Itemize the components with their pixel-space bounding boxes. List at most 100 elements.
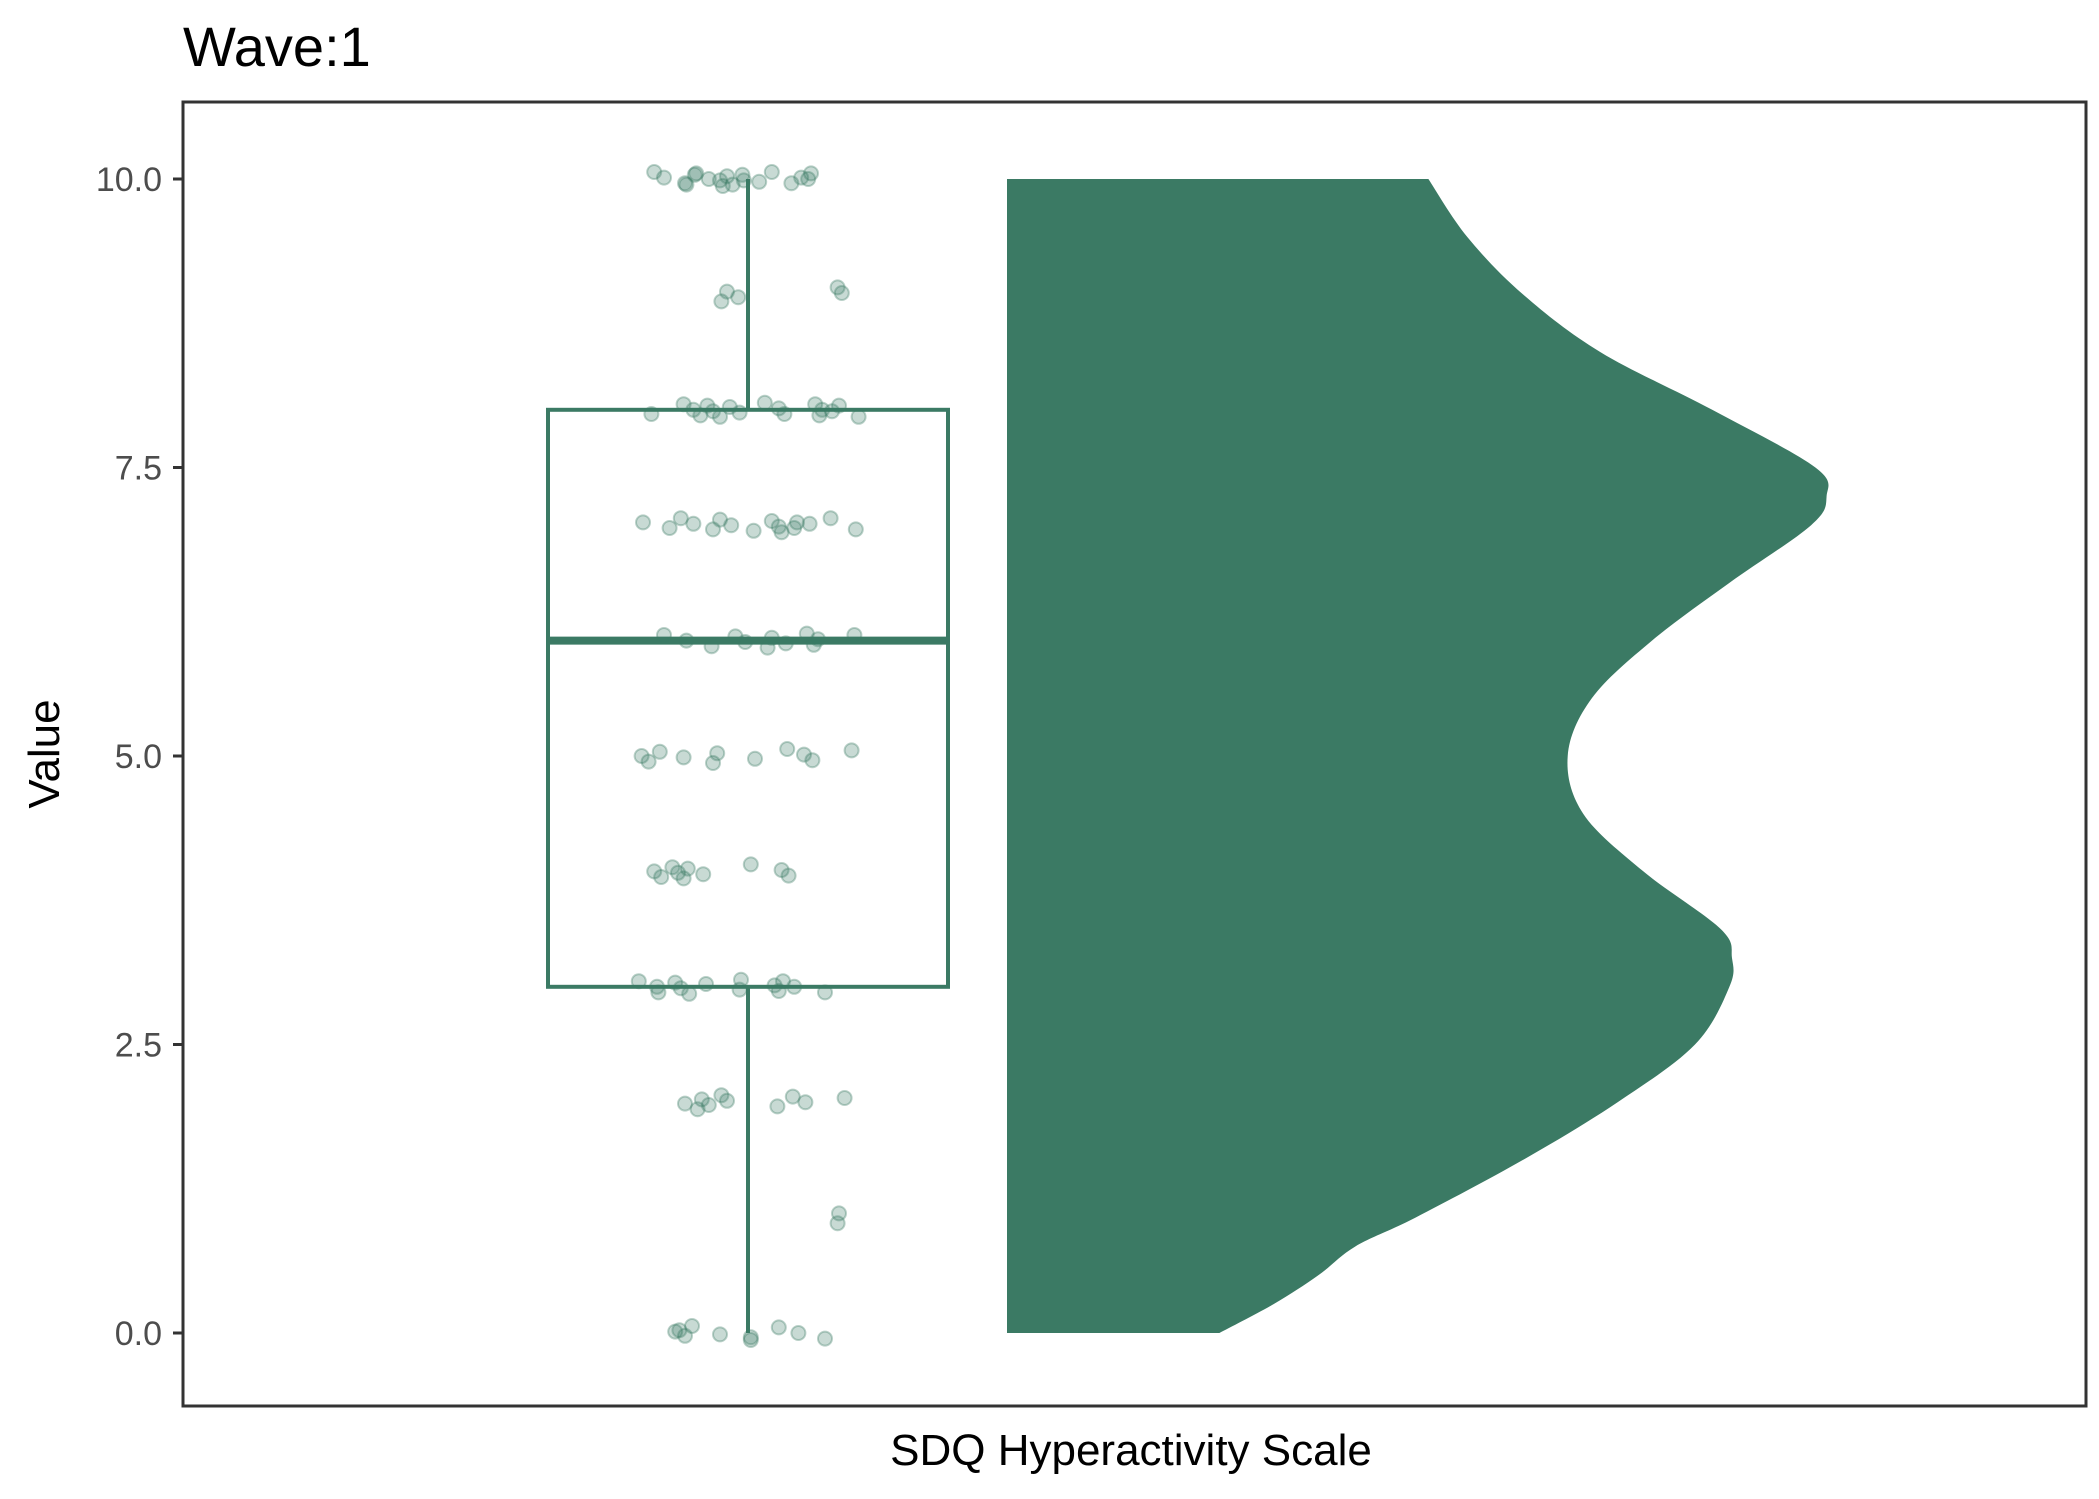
data-point xyxy=(770,983,787,999)
data-point xyxy=(742,856,759,873)
data-point xyxy=(698,976,714,992)
data-point xyxy=(822,510,839,527)
data-point xyxy=(790,1325,807,1341)
data-point xyxy=(734,166,751,183)
data-point xyxy=(656,169,672,186)
data-point xyxy=(796,746,812,763)
y-tick-label: 7.5 xyxy=(115,450,162,488)
data-point xyxy=(786,520,803,536)
data-point xyxy=(693,1091,710,1108)
data-point xyxy=(672,510,689,527)
data-point xyxy=(685,515,702,532)
data-point xyxy=(661,520,678,536)
data-point xyxy=(784,1088,801,1105)
y-axis-title: Value xyxy=(20,699,69,808)
data-point xyxy=(677,1095,693,1112)
data-point xyxy=(811,407,828,424)
data-point xyxy=(756,394,773,411)
data-point xyxy=(769,1098,786,1115)
data-point xyxy=(677,1327,693,1344)
data-point xyxy=(630,973,647,990)
data-point xyxy=(712,408,728,425)
data-point xyxy=(775,973,791,990)
data-point xyxy=(723,517,740,534)
data-point xyxy=(650,984,667,1001)
data-point xyxy=(763,164,780,180)
data-point xyxy=(797,1094,814,1111)
data-point xyxy=(798,625,815,642)
data-point xyxy=(724,176,741,193)
data-point xyxy=(643,406,660,422)
data-point xyxy=(793,169,810,186)
data-point xyxy=(688,165,705,182)
data-point xyxy=(817,1330,833,1347)
data-point xyxy=(833,285,850,301)
data-point xyxy=(671,1322,688,1339)
data-point xyxy=(678,176,695,193)
data-point xyxy=(817,984,833,1001)
data-point xyxy=(824,403,840,420)
data-point xyxy=(843,742,860,759)
data-point xyxy=(640,753,657,770)
x-axis-title: SDQ Hyperactivity Scale xyxy=(890,1426,1372,1475)
data-point xyxy=(773,862,790,878)
data-point xyxy=(727,628,744,645)
y-tick-label: 2.5 xyxy=(115,1027,162,1065)
data-point xyxy=(803,165,819,182)
data-point xyxy=(700,1097,717,1113)
data-point xyxy=(689,1101,706,1118)
data-point xyxy=(699,397,716,414)
data-point xyxy=(692,407,709,424)
data-point xyxy=(686,166,703,183)
data-point xyxy=(847,521,864,538)
data-point xyxy=(846,627,863,643)
data-point xyxy=(721,399,738,415)
data-point xyxy=(776,406,793,422)
data-point xyxy=(745,522,762,539)
data-point xyxy=(836,1090,853,1106)
data-point xyxy=(779,741,796,757)
data-point xyxy=(703,638,720,655)
data-point xyxy=(770,400,787,417)
data-point xyxy=(705,755,721,771)
data-point xyxy=(829,1215,846,1232)
data-point xyxy=(731,981,748,998)
data-point xyxy=(850,408,867,425)
data-point xyxy=(786,978,803,995)
data-point xyxy=(712,172,728,189)
data-point xyxy=(789,514,805,531)
data-point xyxy=(770,518,787,535)
data-point xyxy=(735,172,752,189)
data-point xyxy=(705,403,721,420)
data-point xyxy=(719,283,735,300)
y-tick-label: 0.0 xyxy=(115,1315,162,1353)
data-point xyxy=(783,175,800,192)
data-point xyxy=(777,635,794,652)
y-tick-label: 10.0 xyxy=(96,161,162,199)
data-point xyxy=(664,859,681,876)
data-point xyxy=(679,860,696,877)
data-point xyxy=(742,1329,759,1346)
data-point xyxy=(719,1092,735,1109)
data-point xyxy=(737,634,754,650)
plot-area xyxy=(546,164,1829,1348)
density-half-violin xyxy=(1007,179,1829,1333)
data-point xyxy=(651,743,668,760)
boxplot-box xyxy=(546,407,950,989)
data-point xyxy=(751,173,768,190)
data-point xyxy=(719,168,735,185)
data-point xyxy=(656,627,672,643)
data-point xyxy=(801,515,818,532)
data-point xyxy=(810,631,826,648)
data-point xyxy=(677,175,693,192)
data-point xyxy=(831,1205,847,1222)
data-point xyxy=(766,977,783,994)
data-point xyxy=(829,279,846,296)
data-point xyxy=(713,1087,730,1104)
data-point xyxy=(646,863,663,880)
data-point xyxy=(712,1326,728,1343)
data-point xyxy=(807,396,824,413)
data-point xyxy=(633,748,650,764)
data-point xyxy=(831,397,847,414)
